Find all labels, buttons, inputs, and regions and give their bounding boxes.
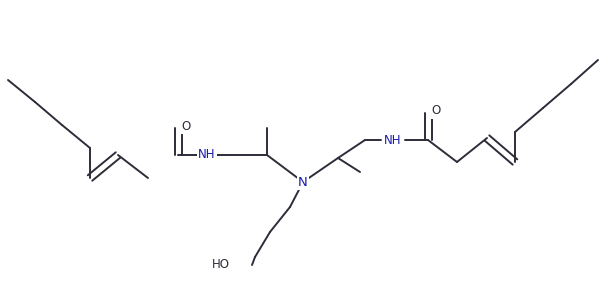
Text: O: O	[182, 119, 191, 132]
Text: NH: NH	[384, 134, 402, 147]
Text: N: N	[298, 175, 308, 188]
Text: NH: NH	[198, 149, 216, 162]
Text: HO: HO	[212, 258, 230, 271]
Text: O: O	[431, 105, 440, 118]
